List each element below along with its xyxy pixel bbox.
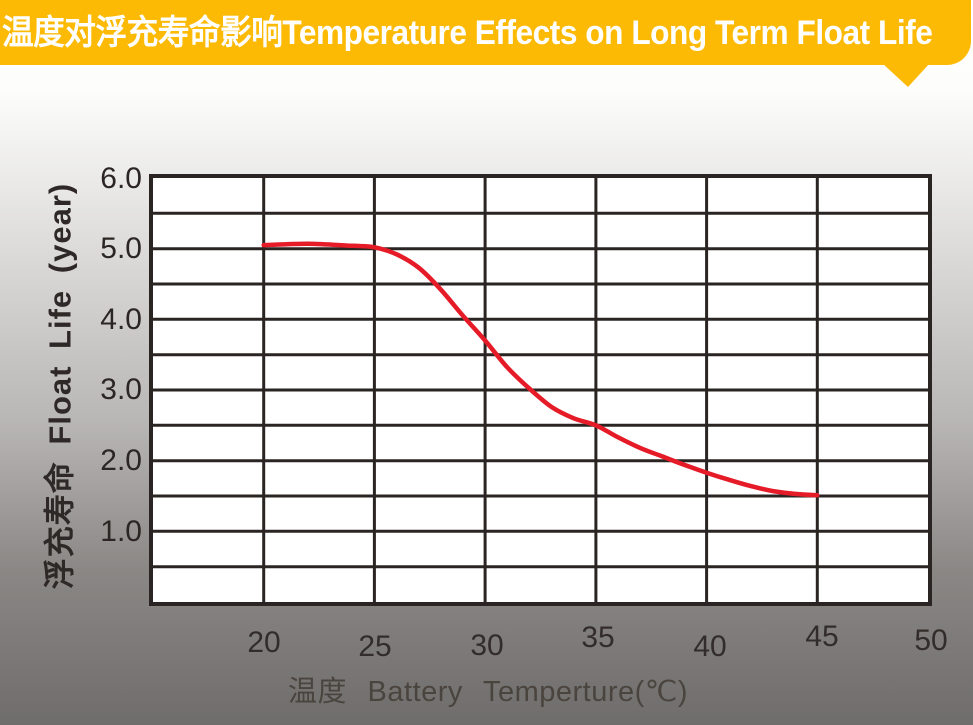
x-tick-45: 45 [805, 620, 839, 653]
x-tick-30: 30 [470, 629, 504, 662]
x-tick-50: 50 [914, 624, 948, 657]
y-tick-3: 3.0 [100, 373, 142, 406]
page-title: 温度对浮充寿命影响Temperature Effects on Long Ter… [2, 14, 933, 52]
y-tick-1: 1.0 [100, 515, 142, 548]
x-tick-20: 20 [247, 626, 281, 659]
x-tick-25: 25 [358, 630, 392, 663]
chart-svg [153, 178, 928, 602]
x-tick-35: 35 [581, 621, 615, 654]
y-tick-6: 6.0 [100, 162, 142, 195]
y-axis-title: 浮充寿命 Float Life (year) [42, 182, 78, 590]
banner-tail-icon [882, 63, 930, 87]
y-tick-2: 2.0 [100, 444, 142, 477]
gridlines [153, 178, 928, 602]
x-tick-40: 40 [693, 630, 727, 663]
float-life-curve [261, 241, 820, 498]
y-tick-5: 5.0 [100, 232, 142, 265]
y-tick-4: 4.0 [100, 303, 142, 336]
x-axis-title: 温度 Battery Temperture(℃) [288, 676, 689, 708]
plot-area [149, 174, 932, 606]
title-banner: 温度对浮充寿命影响Temperature Effects on Long Ter… [0, 0, 971, 65]
